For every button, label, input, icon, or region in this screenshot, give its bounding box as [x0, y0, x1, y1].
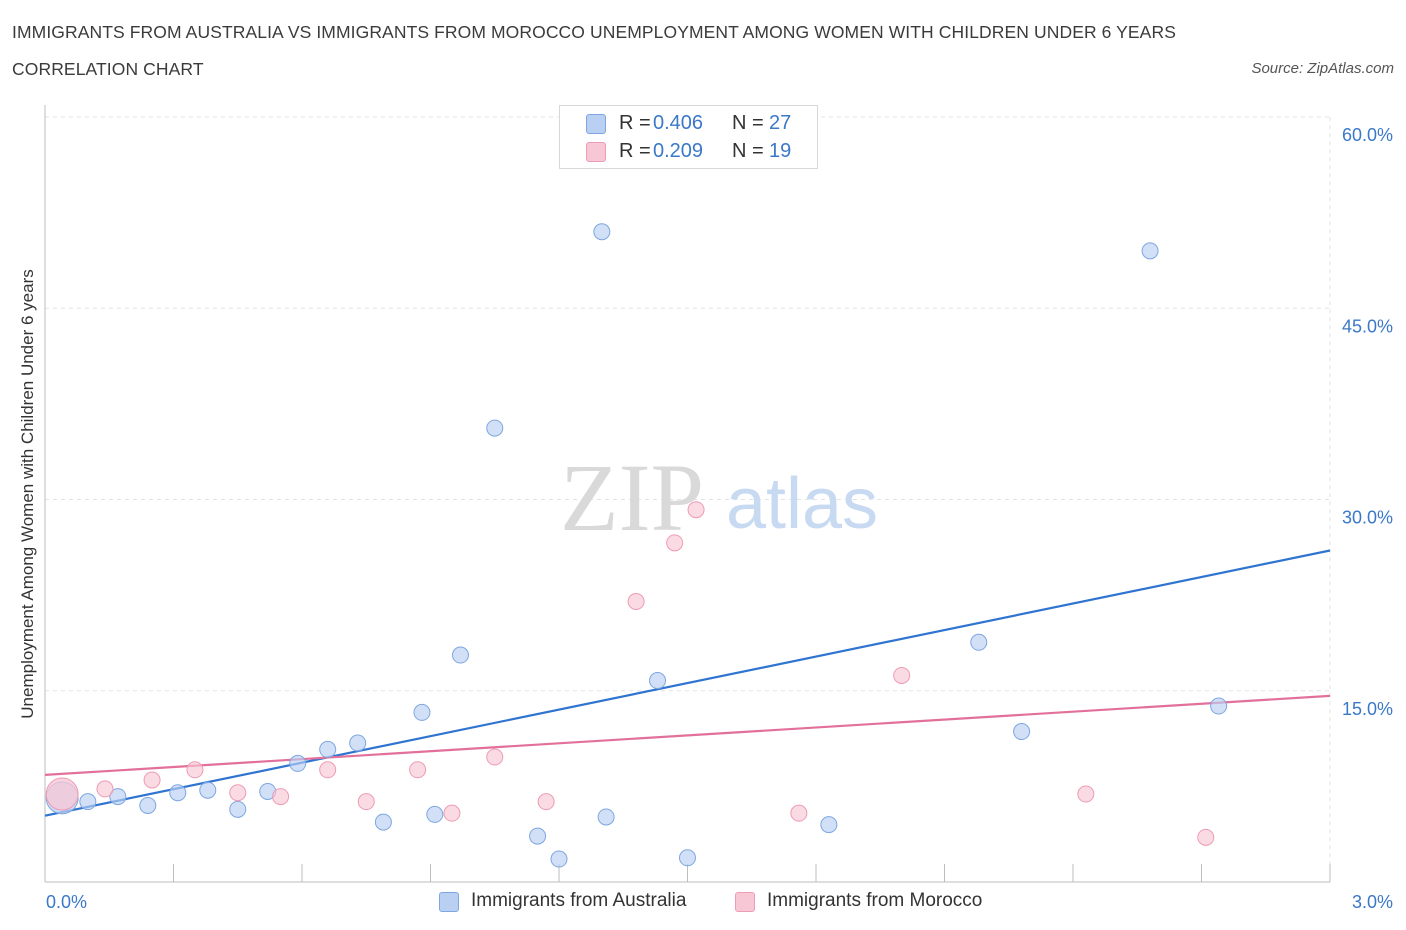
legend-n-value: 19 — [769, 140, 792, 162]
trend-line-morocco — [44, 694, 1331, 776]
point-australia — [529, 827, 547, 845]
point-australia — [486, 419, 504, 437]
legend: R = 0.406 N = 27 R = 0.209 N = 19 — [559, 105, 818, 169]
point-australia — [319, 740, 337, 758]
point-australia — [597, 808, 615, 826]
legend-swatch-morocco — [586, 142, 606, 162]
point-australia — [349, 734, 367, 752]
bottom-legend-swatch-morocco — [735, 892, 755, 912]
bottom-legend-label-morocco: Immigrants from Morocco — [767, 890, 983, 911]
legend-r-label: R = — [619, 112, 651, 134]
point-australia — [649, 672, 667, 690]
point-morocco — [96, 780, 114, 798]
point-australia — [820, 816, 838, 834]
chart-title: IMMIGRANTS FROM AUSTRALIA VS IMMIGRANTS … — [12, 22, 1176, 79]
point-morocco — [627, 593, 645, 610]
point-morocco — [143, 771, 161, 789]
point-australia — [593, 223, 611, 241]
point-morocco — [45, 777, 79, 811]
point-morocco — [357, 793, 375, 811]
point-morocco — [790, 804, 808, 822]
point-australia — [289, 754, 307, 772]
point-australia — [1013, 723, 1031, 741]
point-australia — [1141, 242, 1159, 260]
point-australia — [1210, 697, 1228, 715]
point-morocco — [537, 793, 555, 811]
point-australia — [413, 703, 431, 721]
point-morocco — [486, 748, 504, 766]
trend-lines — [44, 549, 1331, 817]
point-australia — [109, 788, 127, 806]
bottom-legend-swatch-australia — [439, 892, 459, 912]
point-australia — [970, 633, 988, 651]
y-axis-label: Unemployment Among Women with Children U… — [18, 269, 37, 718]
point-morocco — [1197, 828, 1215, 846]
tick-labels: 15.0% 30.0% 45.0% 60.0% 0.0% 3.0% — [46, 125, 1393, 912]
legend-n-label: N = — [732, 140, 764, 162]
y-tick-label: 45.0% — [1342, 316, 1393, 336]
bottom-legend-label-australia: Immigrants from Australia — [471, 890, 687, 911]
trend-line-australia — [44, 549, 1331, 817]
point-morocco — [186, 761, 204, 779]
y-tick-label: 15.0% — [1342, 699, 1393, 719]
x-tick-label: 0.0% — [46, 892, 87, 912]
y-tick-label: 60.0% — [1342, 125, 1393, 145]
legend-r-value: 0.406 — [653, 112, 704, 134]
point-morocco — [229, 784, 247, 802]
x-tick-label: 3.0% — [1352, 892, 1393, 912]
point-morocco — [666, 534, 684, 552]
legend-r-value: 0.209 — [653, 140, 704, 162]
point-morocco — [319, 761, 337, 779]
point-australia — [426, 805, 444, 823]
source-label: Source: ZipAtlas.com — [1251, 60, 1394, 77]
y-tick-label: 30.0% — [1342, 508, 1393, 528]
legend-swatch-australia — [586, 114, 606, 134]
legend-n-label: N = — [732, 112, 764, 134]
point-australia — [169, 784, 187, 802]
point-australia — [451, 646, 469, 664]
point-australia — [199, 781, 217, 799]
point-australia — [679, 849, 696, 867]
point-morocco — [687, 501, 705, 519]
legend-r-label: R = — [619, 140, 651, 162]
watermark-atlas: atlas — [726, 464, 878, 544]
point-australia — [550, 850, 568, 868]
point-australia — [374, 813, 392, 831]
point-australia — [139, 797, 157, 814]
point-australia — [79, 793, 97, 811]
point-morocco — [443, 804, 461, 822]
point-morocco — [1077, 785, 1095, 803]
watermark: ZIP atlas — [560, 444, 878, 551]
watermark-zip: ZIP — [560, 444, 704, 551]
point-morocco — [893, 666, 911, 684]
data-points — [45, 223, 1228, 868]
point-australia — [229, 800, 247, 818]
legend-n-value: 27 — [769, 112, 792, 134]
point-morocco — [272, 788, 290, 806]
point-morocco — [409, 761, 427, 779]
